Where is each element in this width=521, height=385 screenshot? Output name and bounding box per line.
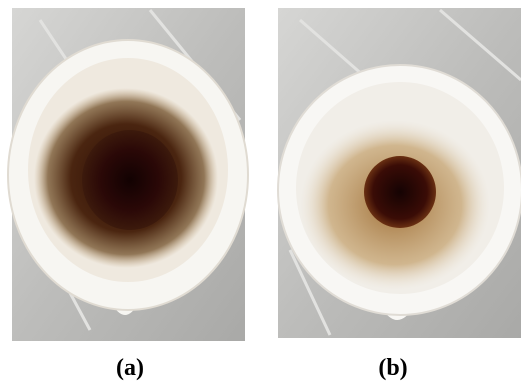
- panel-label: (b): [353, 355, 433, 382]
- figure: {"panels": [{"label": "(a)"}, {"label": …: [0, 0, 521, 385]
- panel-label: (a): [90, 355, 170, 382]
- photos: [0, 0, 521, 385]
- photo-b: [278, 8, 521, 338]
- photo-a: [8, 8, 248, 341]
